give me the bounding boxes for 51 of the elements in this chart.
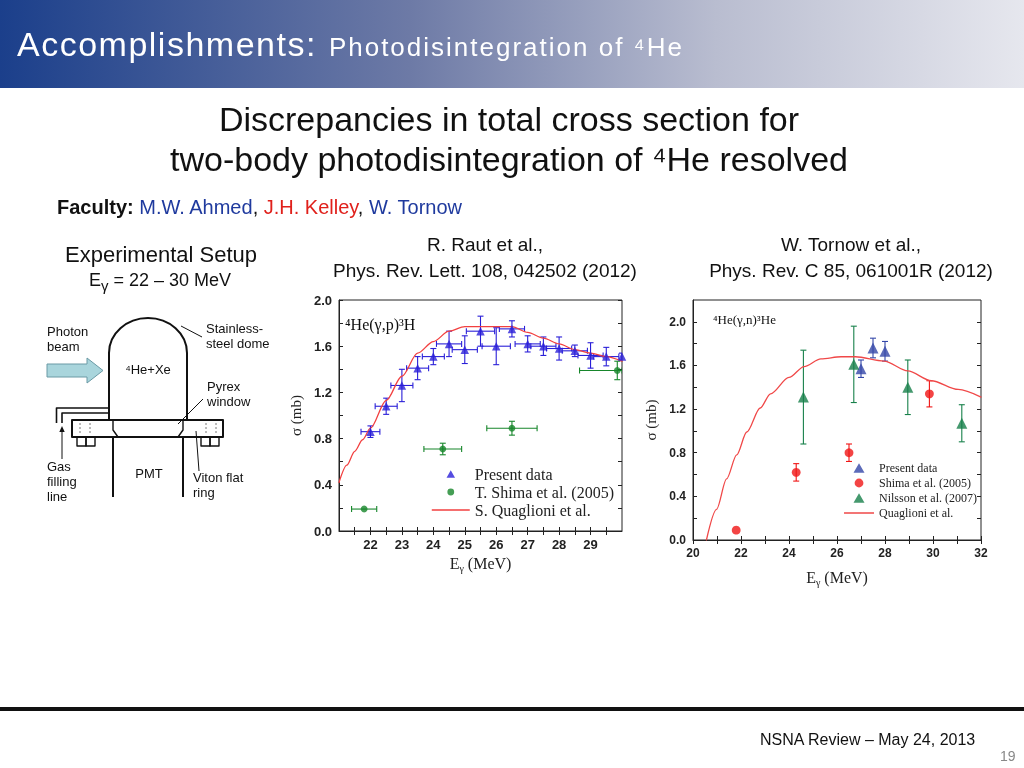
annotation: ⁴He(γ,p)³H xyxy=(345,315,416,334)
y-tick-label: 1.2 xyxy=(313,384,332,400)
x-tick-label: 28 xyxy=(878,546,892,560)
x-tick-label: 27 xyxy=(520,537,535,552)
detector-diagram: Photon beam Stainless-steel dome ⁴He+Xe Pyrex window Gas filling line PMT Viton flat ring xyxy=(46,317,274,506)
x-tick-label: 22 xyxy=(363,537,378,552)
x-tick-label: 24 xyxy=(782,546,796,560)
y-tick-label: 1.2 xyxy=(669,402,687,417)
x-tick-label: 26 xyxy=(830,546,844,560)
legend-label: Shima et al. (2005) xyxy=(879,476,971,490)
text: Photodisintegration of ⁴He xyxy=(328,32,685,63)
x-tick-label: 29 xyxy=(583,537,598,552)
y-axis-title: σ (mb) xyxy=(287,395,305,436)
y-tick-label: 0.0 xyxy=(313,523,332,539)
text: E$_{γ}$ = 22 – 30 MeV xyxy=(88,270,232,294)
y-tick-label: 0.4 xyxy=(313,477,333,493)
legend-label: S. Quaglioni et al. xyxy=(474,501,591,520)
y-tick-label: 0.4 xyxy=(669,489,687,504)
y-tick-label: 0.8 xyxy=(313,431,332,447)
legend-label: Present data xyxy=(474,465,553,483)
x-tick-label: 22 xyxy=(734,546,748,560)
text: 19 xyxy=(1000,748,1017,765)
x-tick-label: 23 xyxy=(394,537,410,552)
text: Faculty: M.W. Ahmed, J.H. Kelley, W. Tornow xyxy=(57,196,463,219)
x-tick-label: 30 xyxy=(926,546,940,560)
annotation: ⁴He(γ,n)³He xyxy=(713,311,777,327)
text: Discrepancies in total cross section for two-body photodisintegration of ⁴He resolved xyxy=(169,99,849,179)
text: Experimental Setup xyxy=(64,242,258,268)
x-tick-label: 24 xyxy=(426,537,442,552)
x-tick-label: 32 xyxy=(974,546,988,560)
text: NSNA Review – May 24, 2013 xyxy=(760,731,977,750)
y-tick-label: 1.6 xyxy=(669,358,687,373)
legend-label: Nilsson et al. (2007) xyxy=(879,491,978,505)
x-tick-label: 28 xyxy=(551,537,567,552)
chart-title: R. Raut et al., xyxy=(426,234,544,255)
legend-label: T. Shima et al. (2005) xyxy=(474,483,615,502)
legend-label: Present data xyxy=(879,461,938,475)
x-tick-label: 25 xyxy=(457,537,473,552)
legend-label: Quaglioni et al. xyxy=(879,506,954,520)
chart-subtitle: Phys. Rev. C 85, 061001R (2012) xyxy=(709,260,993,281)
chart-subtitle: Phys. Rev. Lett. 108, 042502 (2012) xyxy=(333,260,637,281)
y-tick-label: 0.8 xyxy=(669,445,687,460)
y-axis-title: σ (mb) xyxy=(642,399,660,441)
y-tick-label: 2.0 xyxy=(313,292,332,308)
y-tick-label: 1.6 xyxy=(313,338,332,354)
y-tick-label: 2.0 xyxy=(669,314,687,329)
x-tick-label: 26 xyxy=(488,537,504,552)
chart-title: W. Tornow et al., xyxy=(780,234,922,255)
text: Accomplishments: xyxy=(17,25,317,64)
x-tick-label: 20 xyxy=(686,546,700,560)
y-tick-label: 0.0 xyxy=(669,533,687,547)
